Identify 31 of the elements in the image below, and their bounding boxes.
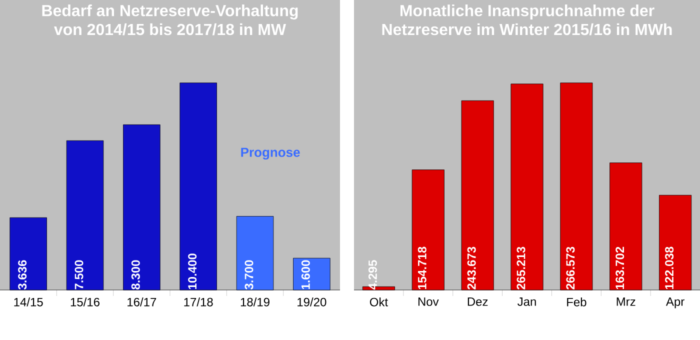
x-tick-label: Nov (418, 298, 439, 306)
x-tick-label: Mrz (616, 298, 636, 306)
chart-subtitle: von 2014/15 bis 2017/18 in MW (54, 23, 286, 36)
x-tick-label: 17/18 (184, 298, 213, 306)
data-label: 10.400 (188, 254, 197, 290)
x-tick-label: 16/17 (128, 298, 156, 306)
data-label: 8.300 (131, 260, 140, 290)
data-label: 3.636 (18, 260, 27, 290)
chart-title: Monatliche Inanspruchnahme der (400, 4, 654, 20)
data-label: 243.673 (467, 246, 476, 290)
data-label: 163.702 (616, 246, 624, 290)
x-tick-label: Jan (518, 298, 536, 306)
data-label: 154.718 (418, 246, 426, 290)
x-tick-label: Feb (567, 298, 586, 306)
x-tick-label: Dez (468, 298, 488, 306)
x-tick-label: 19/20 (298, 298, 326, 306)
x-tick-label: Okt (370, 298, 388, 306)
x-tick-label: 15/16 (70, 298, 100, 306)
x-tick-label: 14/15 (14, 298, 43, 306)
data-label: 7.500 (74, 260, 84, 290)
data-label: 265.213 (516, 246, 526, 290)
annotation: Prognose (241, 148, 300, 160)
data-label: 122.038 (665, 246, 674, 290)
chart-subtitle: Netzreserve im Winter 2015/16 in MWh (382, 23, 672, 36)
data-label: 3.700 (244, 260, 254, 290)
data-label: 4.295 (368, 260, 377, 290)
data-label: 1.600 (301, 260, 310, 290)
x-tick-label: Apr (666, 298, 684, 308)
chart-title: Bedarf an Netzreserve-Vorhaltung (42, 4, 298, 20)
x-tick-label: 18/19 (240, 298, 270, 306)
data-label: 266.573 (566, 246, 575, 290)
